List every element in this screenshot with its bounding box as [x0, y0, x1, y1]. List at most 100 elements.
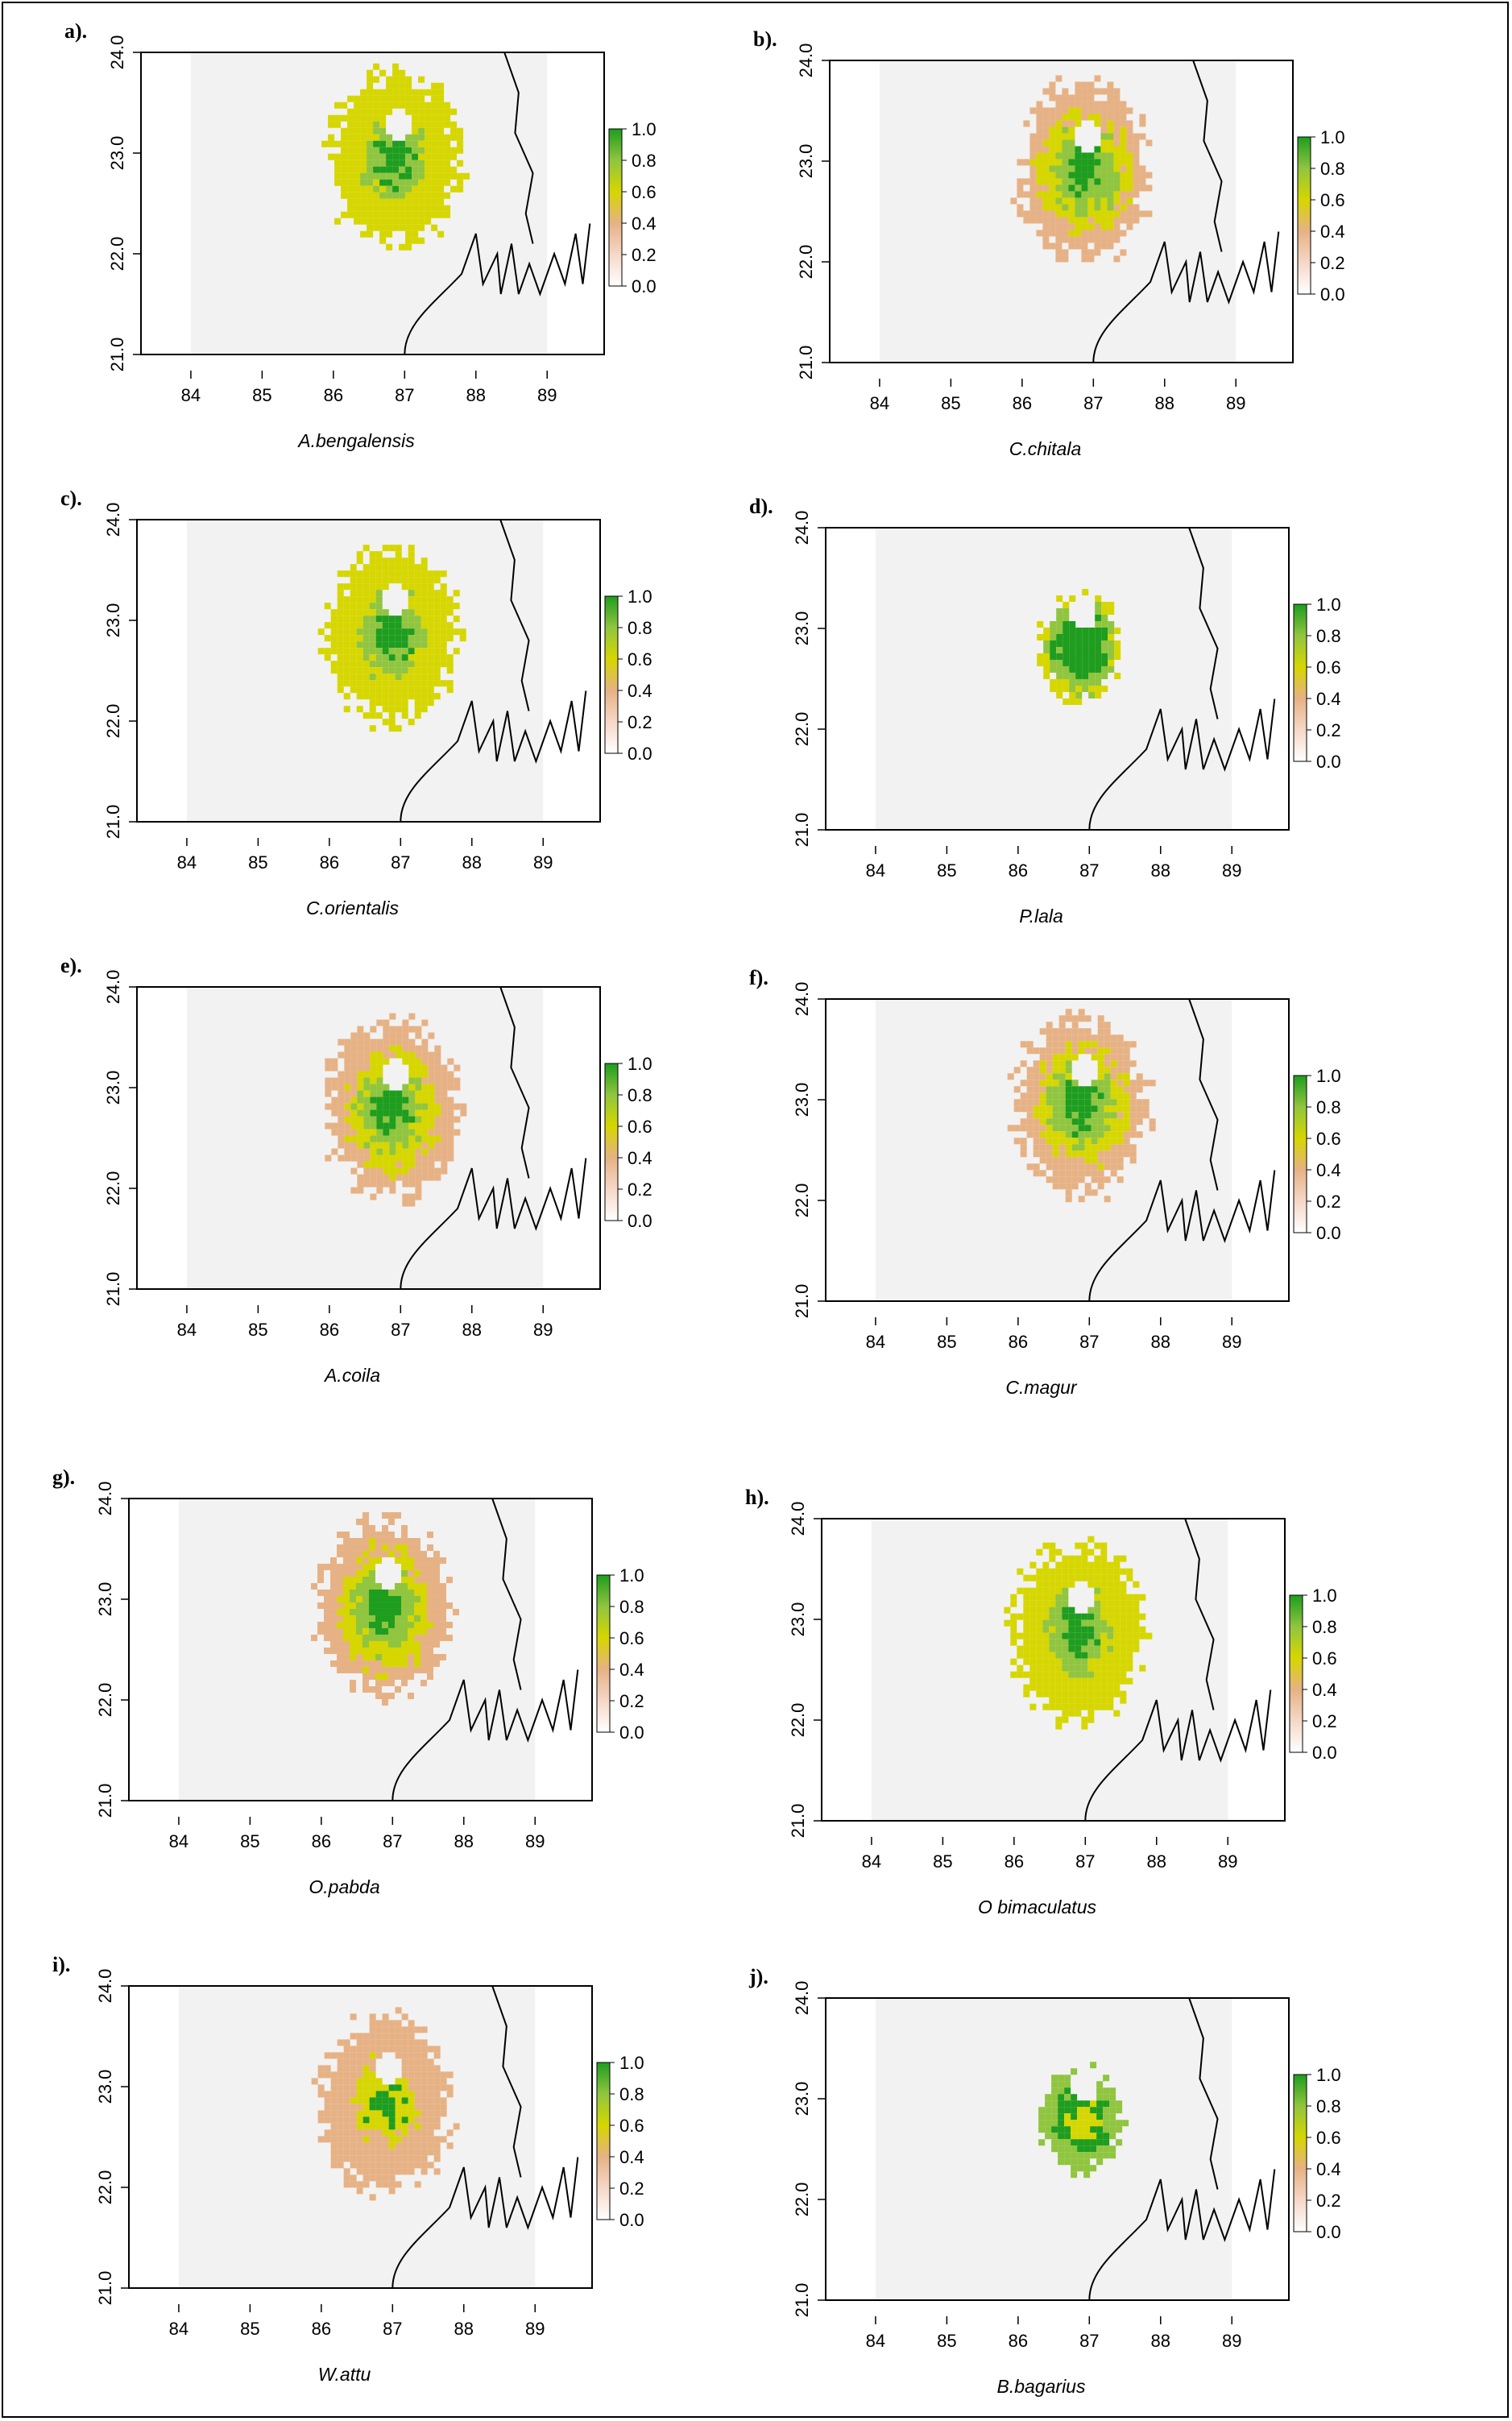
raster-cell — [1050, 659, 1057, 666]
raster-cell — [350, 2097, 357, 2104]
raster-cell — [1071, 1105, 1079, 1113]
raster-cell — [1071, 1099, 1079, 1106]
legend-colorbar — [1297, 136, 1311, 295]
raster-cell — [356, 1660, 363, 1667]
raster-cell — [414, 1621, 421, 1628]
legend-tick-label: 0.2 — [1316, 1192, 1341, 1212]
raster-cell — [414, 2091, 421, 2098]
raster-cell — [425, 218, 432, 225]
raster-cell — [389, 1096, 396, 1104]
raster-cell — [317, 2136, 325, 2143]
raster-cell — [425, 127, 432, 135]
raster-cell — [414, 1660, 421, 1667]
raster-cell — [369, 2116, 376, 2124]
raster-cell — [427, 2046, 434, 2053]
raster-cell — [1113, 172, 1121, 179]
raster-cell — [369, 661, 376, 668]
raster-cell — [1052, 1131, 1059, 1138]
raster-cell — [408, 1569, 415, 1577]
raster-cell — [1049, 204, 1056, 211]
raster-cell — [1081, 152, 1088, 160]
raster-cell — [1046, 1131, 1053, 1138]
raster-cell — [1129, 1125, 1137, 1132]
raster-cell — [1116, 1163, 1124, 1171]
raster-cell — [431, 127, 438, 135]
raster-cell — [1055, 114, 1063, 121]
raster-cell — [414, 693, 421, 700]
raster-cell — [350, 1679, 357, 1686]
raster-cell — [1088, 640, 1096, 647]
raster-cell — [1023, 210, 1030, 218]
raster-cell — [350, 641, 357, 649]
legend-tick-label: 1.0 — [619, 2053, 644, 2073]
raster-cell — [375, 1608, 383, 1615]
raster-cell — [382, 1608, 389, 1615]
raster-cell — [357, 1032, 364, 1039]
raster-cell — [1020, 1099, 1027, 1106]
raster-cell — [1004, 1619, 1011, 1627]
raster-cell — [334, 218, 342, 225]
raster-cell — [1087, 1690, 1095, 1698]
raster-cell — [1103, 2152, 1110, 2159]
raster-cell — [427, 596, 434, 603]
raster-cell — [444, 108, 451, 115]
raster-cell — [1075, 1664, 1082, 1672]
raster-cell — [392, 102, 400, 109]
raster-cell — [1087, 1568, 1095, 1575]
raster-cell — [1087, 172, 1095, 179]
raster-cell — [395, 1595, 402, 1602]
raster-cell — [1116, 2120, 1123, 2127]
raster-cell — [334, 179, 342, 186]
raster-cell — [1100, 120, 1108, 127]
raster-cell — [427, 680, 434, 687]
raster-cell — [369, 667, 376, 674]
raster-cell — [1042, 1574, 1050, 1582]
raster-cell — [1136, 1086, 1143, 1093]
raster-cell — [395, 1537, 402, 1544]
raster-cell — [415, 1109, 422, 1117]
raster-cell — [1091, 1118, 1098, 1126]
raster-cell — [1082, 665, 1089, 673]
raster-cell — [1062, 1587, 1069, 1594]
raster-cell — [434, 1058, 441, 1065]
raster-cell — [1110, 1099, 1117, 1106]
raster-cell — [414, 1647, 421, 1654]
raster-cell — [337, 609, 344, 616]
raster-cell — [369, 2013, 376, 2021]
raster-cell — [367, 185, 374, 193]
raster-cell — [343, 1569, 350, 1577]
raster-cell — [1100, 1677, 1108, 1685]
raster-cell — [338, 1090, 345, 1097]
raster-cell — [1068, 1671, 1075, 1678]
raster-cell — [401, 1563, 408, 1570]
raster-cell — [1096, 2120, 1104, 2127]
raster-cell — [1094, 1542, 1101, 1549]
raster-cell — [1116, 1099, 1124, 1106]
raster-cell — [379, 95, 387, 102]
raster-cell — [1075, 1568, 1082, 1575]
raster-cell — [399, 185, 406, 193]
raster-cell — [1020, 1138, 1027, 1145]
raster-cell — [356, 635, 363, 642]
raster-cell — [401, 2104, 408, 2111]
raster-cell — [1007, 1125, 1014, 1132]
raster-cell — [343, 622, 350, 629]
raster-cell — [420, 1595, 428, 1602]
y-tick-label: 22.0 — [107, 237, 127, 272]
raster-cell — [395, 2052, 402, 2059]
raster-cell — [369, 2033, 376, 2040]
raster-cell — [383, 1084, 390, 1091]
raster-cell — [1100, 1626, 1108, 1633]
raster-cell — [330, 2071, 338, 2079]
raster-cell — [343, 674, 350, 681]
legend-tick-label: 0.4 — [1316, 2159, 1341, 2179]
raster-cell — [1084, 1092, 1092, 1100]
raster-cell — [1097, 1112, 1104, 1119]
legend-tick-label: 0.6 — [1316, 1129, 1341, 1149]
raster-cell — [396, 1155, 403, 1162]
raster-cell — [1013, 1086, 1021, 1093]
raster-cell — [386, 134, 393, 141]
raster-cell — [415, 1167, 422, 1175]
raster-cell — [1081, 1645, 1088, 1652]
raster-cell — [1107, 1677, 1114, 1685]
